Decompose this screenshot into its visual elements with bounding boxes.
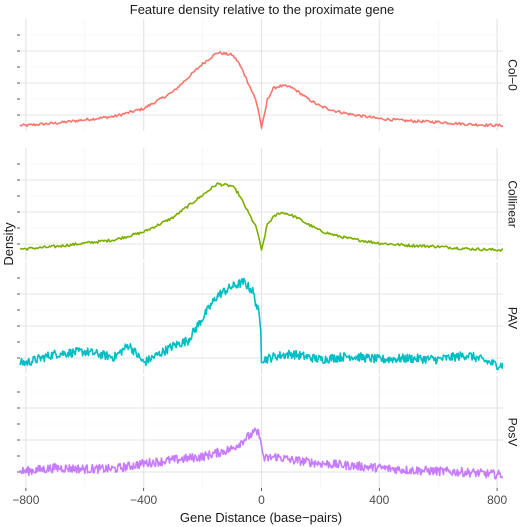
x-tick-label: −400: [130, 493, 157, 507]
facet-panels: Col−0 Collinear PAV PosV: [17, 19, 520, 488]
facet-strip-label: PAV: [506, 307, 520, 329]
facet-strip-label: Col−0: [506, 59, 520, 91]
facet-panel: PosV: [17, 376, 520, 488]
facet-strip: [503, 376, 520, 488]
x-axis-title: Gene Distance (base−pairs): [180, 510, 342, 525]
x-tick-label: 800: [487, 493, 507, 507]
x-tick-label: 0: [258, 493, 265, 507]
series-line: [19, 427, 504, 480]
series-line: [19, 51, 504, 129]
chart-title: Feature density relative to the proximat…: [130, 2, 394, 17]
facet-panel: PAV: [17, 262, 520, 374]
facet-strip-label: Collinear: [506, 180, 520, 227]
x-axis: −800 −400 0 400 800: [12, 488, 507, 507]
series-line: [19, 182, 504, 252]
x-tick-label: −800: [12, 493, 39, 507]
y-axis-title: Density: [1, 222, 16, 266]
facet-panel: Col−0: [17, 19, 520, 131]
facet-panel: Collinear: [17, 148, 520, 260]
x-tick-label: 400: [369, 493, 389, 507]
facet-strip: [503, 148, 520, 260]
facet-strip-label: PosV: [506, 418, 520, 447]
facet-strip: [503, 19, 520, 131]
series-line: [19, 277, 504, 371]
facet-strip: [503, 262, 520, 374]
